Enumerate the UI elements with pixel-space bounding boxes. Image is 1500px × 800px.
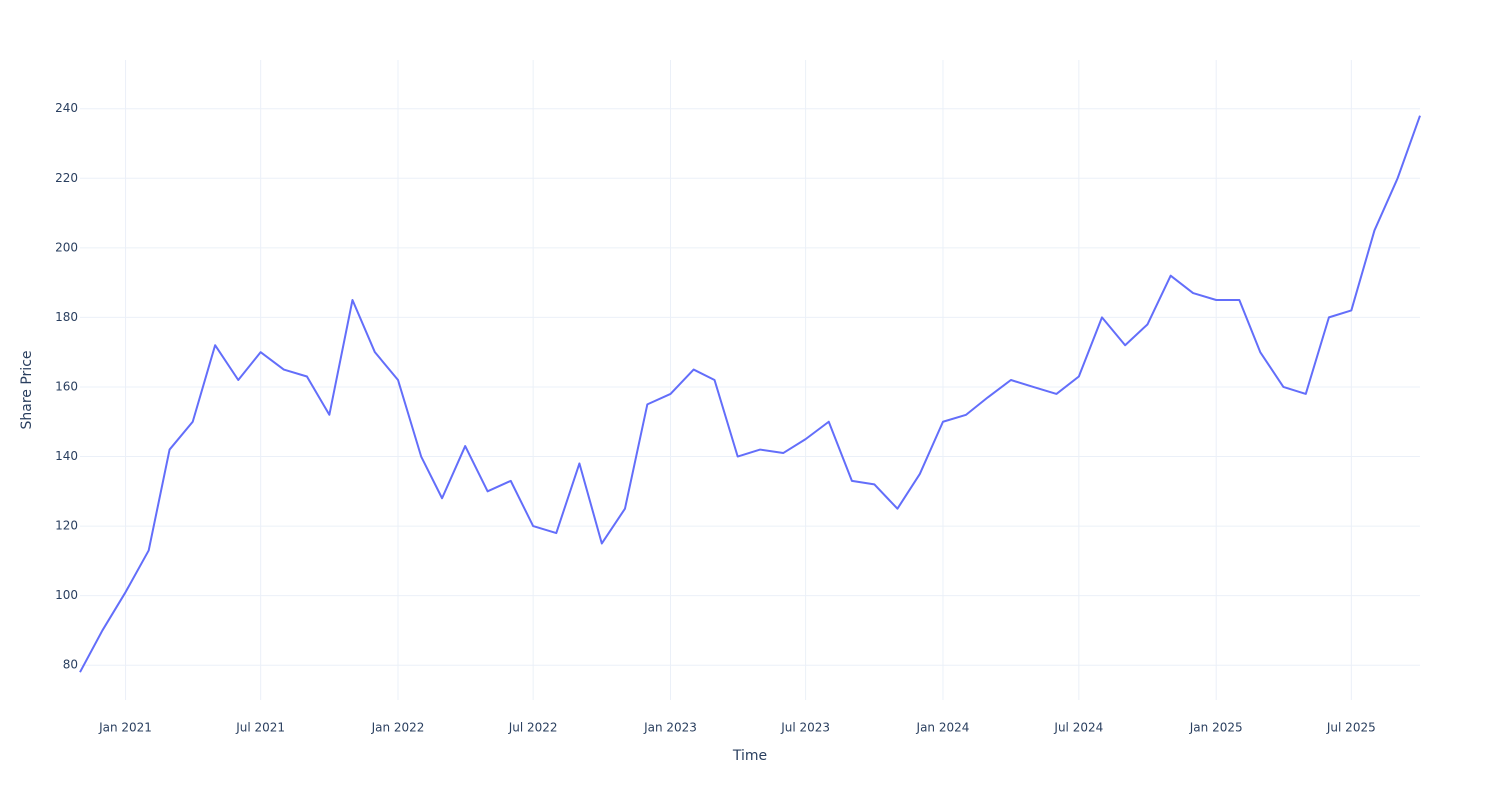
x-tick-label: Jul 2025 xyxy=(1326,721,1376,735)
x-tick-label: Jan 2021 xyxy=(98,721,152,735)
price-line xyxy=(79,115,1421,673)
x-tick-label: Jan 2023 xyxy=(643,721,697,735)
y-tick-label: 160 xyxy=(55,379,78,393)
x-tick-label: Jan 2024 xyxy=(916,721,970,735)
y-tick-label: 220 xyxy=(55,171,78,185)
y-tick-label: 140 xyxy=(55,449,78,463)
x-tick-label: Jan 2025 xyxy=(1189,721,1243,735)
x-tick-label: Jul 2024 xyxy=(1053,721,1103,735)
y-tick-label: 120 xyxy=(55,519,78,533)
x-tick-label: Jul 2023 xyxy=(780,721,830,735)
x-tick-label: Jan 2022 xyxy=(371,721,425,735)
x-tick-label: Jul 2022 xyxy=(508,721,558,735)
y-tick-label: 80 xyxy=(63,658,78,672)
y-axis-title: Share Price xyxy=(19,350,35,429)
y-tick-label: 240 xyxy=(55,101,78,115)
x-tick-label: Jul 2021 xyxy=(235,721,285,735)
x-axis-title: Time xyxy=(732,748,767,764)
y-tick-label: 200 xyxy=(55,240,78,254)
y-tick-label: 180 xyxy=(55,310,78,324)
y-tick-label: 100 xyxy=(55,588,78,602)
